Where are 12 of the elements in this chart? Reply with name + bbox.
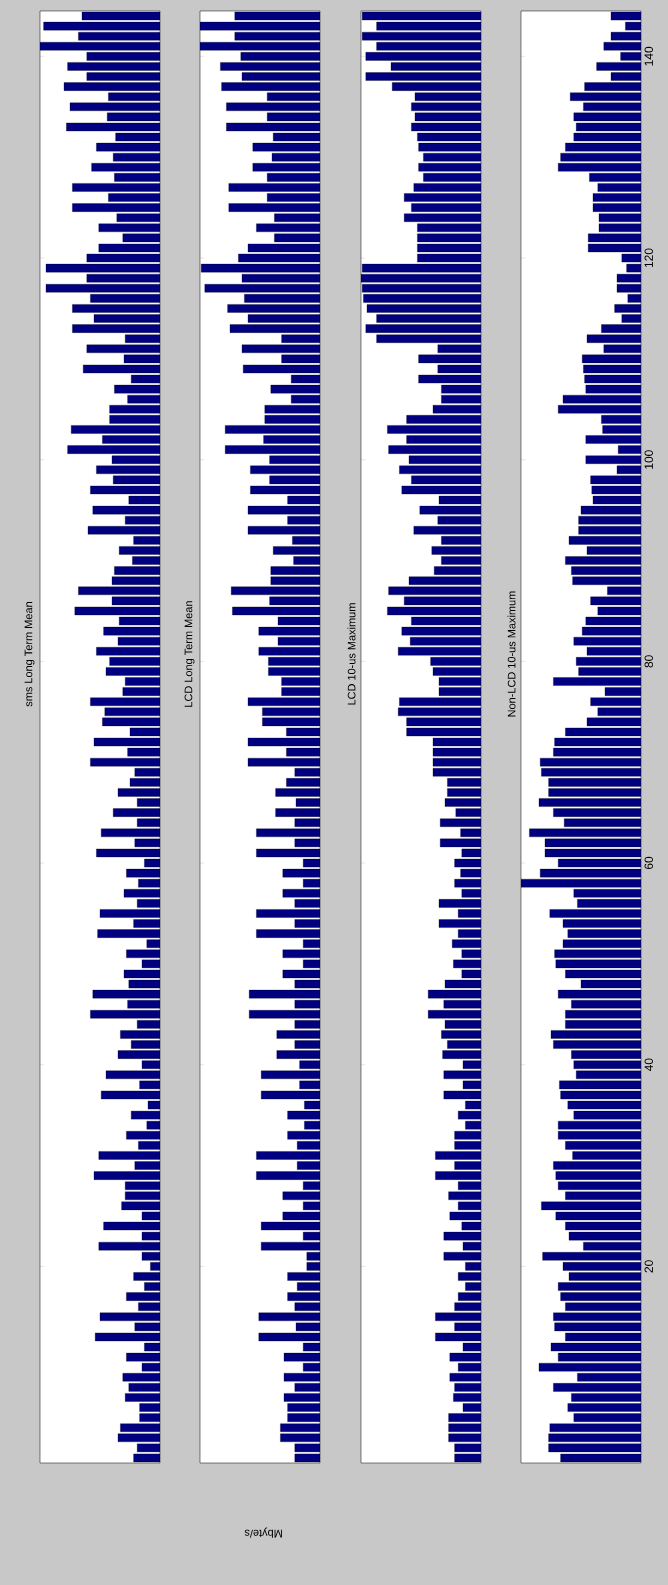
text: LCD Long Term Mean xyxy=(184,601,195,707)
text: LCD 10-us Maximum xyxy=(347,603,356,705)
y-tick-label: 100 xyxy=(644,450,653,469)
x-axis-title: Mbyte/s xyxy=(244,1527,282,1538)
text: sms Long Term Mean xyxy=(24,602,35,707)
y-tick-label: 140 xyxy=(644,46,653,66)
y-tick-label: 120 xyxy=(644,248,653,268)
y-tick-label: 80 xyxy=(644,655,653,668)
y-tick-label: 60 xyxy=(644,856,653,870)
y-tick-label: 40 xyxy=(644,1058,653,1072)
text: Non-LCD 10-us Maximum xyxy=(507,591,516,717)
y-tick-label: 20 xyxy=(644,1260,653,1273)
